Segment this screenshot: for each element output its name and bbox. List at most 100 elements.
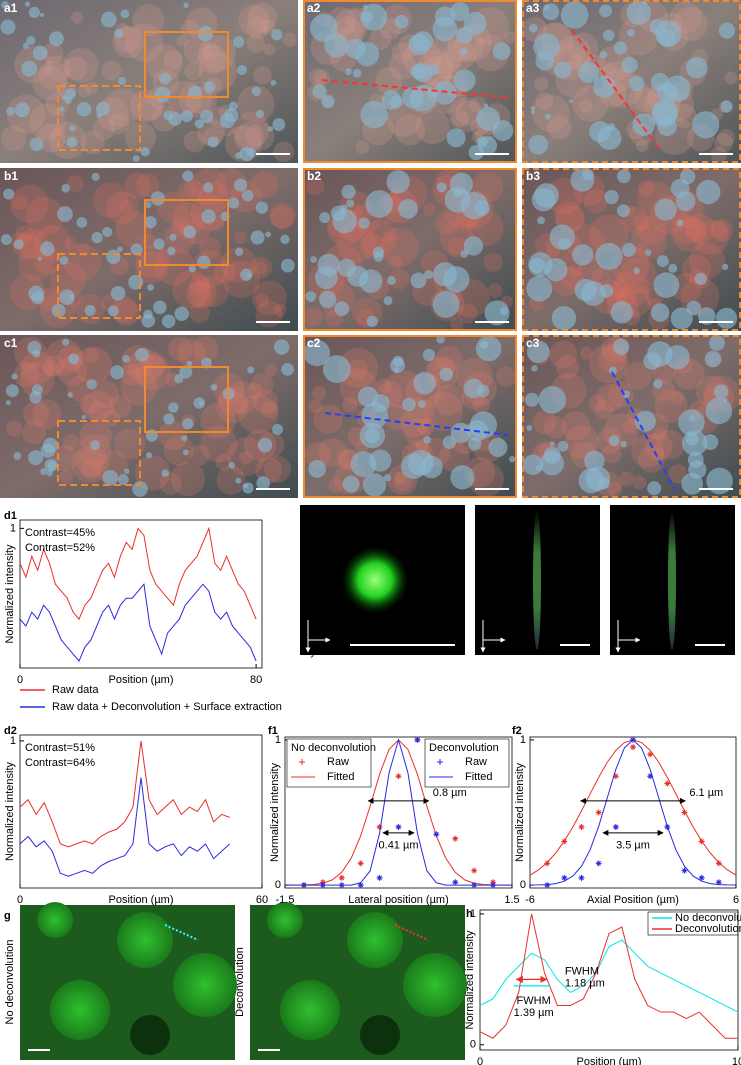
- cytoplasm: [183, 130, 206, 153]
- nucleus: [654, 198, 677, 221]
- cytoplasm: [422, 391, 463, 432]
- cytoplasm: [434, 53, 461, 80]
- cytoplasm: [232, 111, 270, 149]
- cytoplasm: [92, 117, 115, 141]
- nucleus: [553, 61, 572, 79]
- cytoplasm: [106, 191, 140, 225]
- cytoplasm: [304, 442, 331, 469]
- x-tick-label: 0: [17, 894, 23, 906]
- cytoplasm: [635, 139, 649, 153]
- nucleus: [255, 109, 264, 118]
- nucleus: [250, 230, 265, 245]
- nucleus: [488, 437, 508, 458]
- nucleus: [543, 4, 550, 11]
- nucleus: [686, 300, 702, 316]
- nucleus: [650, 72, 670, 92]
- legend-label: Fitted: [465, 771, 493, 783]
- cytoplasm: [543, 415, 567, 439]
- nucleus: [341, 184, 356, 199]
- nucleus: [526, 340, 550, 364]
- panel-label: a2: [307, 1, 321, 15]
- nucleus: [76, 101, 92, 117]
- nucleus: [450, 465, 475, 490]
- nucleus: [194, 119, 204, 129]
- cytoplasm: [264, 363, 278, 377]
- cytoplasm: [685, 218, 707, 240]
- nucleus: [446, 128, 466, 148]
- nucleus: [361, 11, 374, 23]
- axis-glyph: y: [310, 646, 318, 658]
- nucleus: [617, 204, 630, 218]
- x-axis-label: Position (µm): [108, 674, 173, 686]
- axis-glyph: x: [333, 630, 340, 642]
- nucleus: [476, 106, 501, 131]
- legend-swatch: [299, 759, 305, 765]
- cytoplasm: [260, 19, 276, 35]
- nucleus: [665, 345, 690, 370]
- nucleus: [402, 397, 416, 412]
- cytoplasm: [619, 471, 634, 487]
- raw-point: [612, 824, 619, 831]
- cell: [280, 980, 340, 1040]
- psf-lateral: [341, 546, 409, 614]
- nucleus: [76, 217, 88, 228]
- nucleus: [96, 101, 110, 116]
- cytoplasm: [38, 60, 69, 91]
- nucleus: [604, 189, 619, 205]
- cytoplasm: [25, 197, 65, 236]
- cytoplasm: [145, 44, 183, 82]
- cytoplasm: [313, 69, 330, 87]
- cytoplasm: [263, 455, 292, 483]
- row-label: Deconvolution: [234, 947, 246, 1017]
- nucleus: [549, 441, 555, 447]
- cytoplasm: [226, 437, 266, 477]
- axis-glyph: z: [485, 646, 492, 658]
- cytoplasm: [455, 100, 481, 126]
- tissue-image: [0, 0, 298, 163]
- nucleus: [179, 365, 193, 379]
- y-tick-label: 1: [10, 522, 16, 534]
- nucleus: [201, 357, 212, 369]
- cytoplasm: [132, 4, 165, 37]
- line: [19, 740, 230, 848]
- nucleus: [708, 335, 725, 351]
- cytoplasm: [347, 359, 368, 380]
- cytoplasm: [176, 34, 189, 47]
- nucleus: [633, 267, 640, 274]
- cytoplasm: [80, 130, 105, 155]
- y-axis-label: Normalized intensity: [269, 762, 281, 862]
- nucleus: [268, 126, 274, 132]
- frame: [303, 0, 517, 163]
- axis-glyph: z: [620, 646, 627, 658]
- panel-label: b3: [526, 169, 540, 183]
- nucleus: [197, 25, 214, 42]
- nucleus: [66, 136, 78, 148]
- fwhm-label: 0.41 µm: [379, 840, 419, 852]
- raw-point: [595, 860, 602, 867]
- nucleus: [234, 247, 244, 256]
- nucleus: [524, 392, 539, 407]
- nucleus: [373, 251, 384, 262]
- cytoplasm: [253, 66, 272, 85]
- cytoplasm: [637, 214, 668, 245]
- cytoplasm: [114, 428, 146, 460]
- raw-point: [647, 773, 654, 780]
- cytoplasm: [689, 242, 726, 279]
- cytoplasm: [74, 346, 113, 385]
- nucleus: [0, 19, 16, 35]
- nucleus: [439, 367, 453, 382]
- nucleus: [199, 109, 214, 124]
- raw-point: [664, 780, 671, 787]
- cytoplasm: [496, 366, 517, 387]
- nucleus: [183, 449, 189, 456]
- raw-point: [715, 879, 722, 886]
- nucleus: [319, 212, 331, 224]
- cytoplasm: [415, 109, 451, 145]
- nucleus: [463, 11, 487, 35]
- cytoplasm: [215, 453, 232, 471]
- cell: [403, 953, 467, 1017]
- cytoplasm: [601, 444, 622, 464]
- cytoplasm: [435, 212, 459, 235]
- nucleus: [39, 12, 45, 18]
- nucleus: [621, 242, 636, 257]
